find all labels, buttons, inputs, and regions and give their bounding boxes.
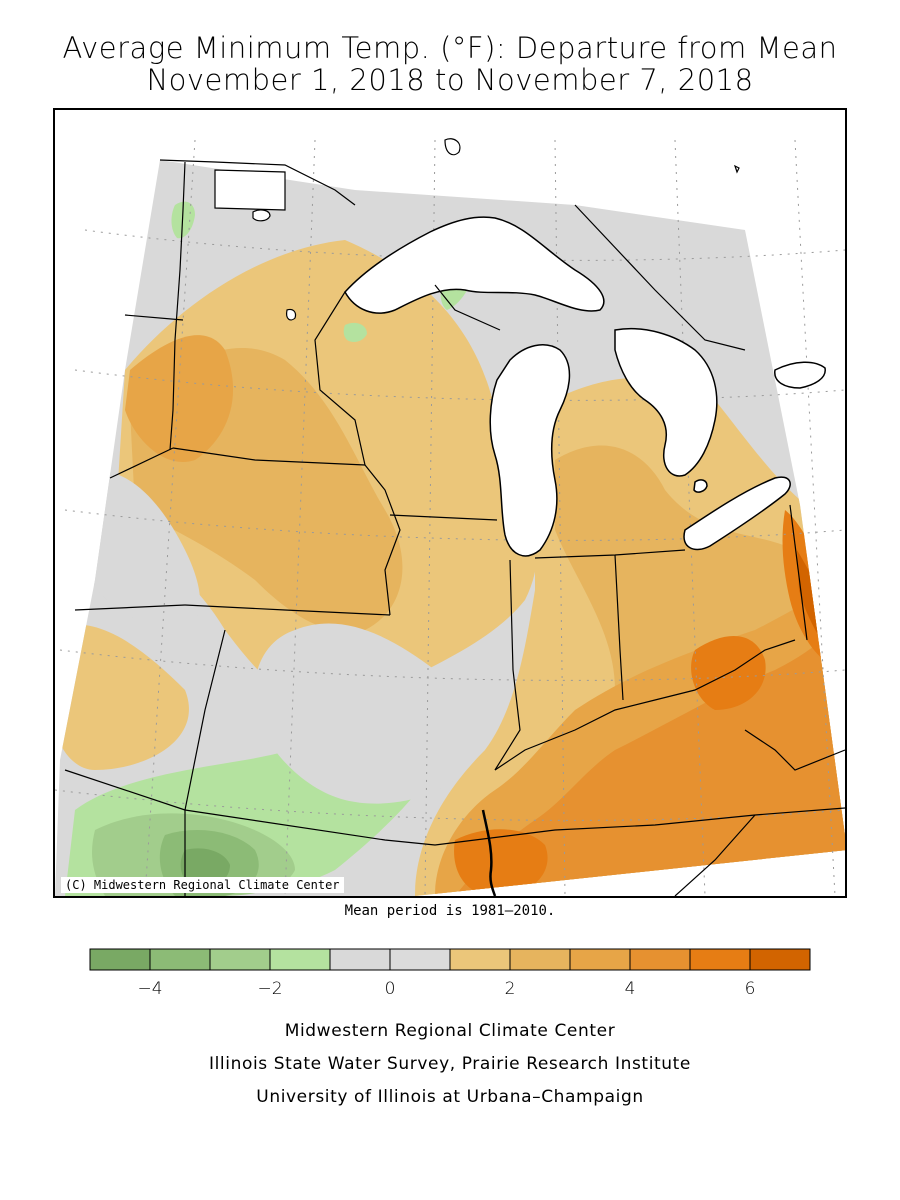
credit-university: University of Illinois at Urbana–Champai… <box>256 1087 644 1107</box>
credit-survey: Illinois State Water Survey, Prairie Res… <box>209 1054 691 1074</box>
warm-zone-3-4-northwest <box>125 335 234 462</box>
legend-swatch <box>749 948 811 971</box>
map-frame: (C) Midwestern Regional Climate Center <box>53 108 847 898</box>
legend-swatch <box>689 948 751 971</box>
legend-tick-label: −4 <box>137 979 162 999</box>
legend-swatch <box>509 948 571 971</box>
northern-lakes <box>214 138 740 321</box>
lake-st-clair <box>693 479 708 493</box>
legend-swatch <box>389 948 451 971</box>
legend-swatch <box>329 948 391 971</box>
legend-swatch <box>149 948 211 971</box>
warm-zone-1-2-southwest <box>55 624 189 770</box>
map-date-range: November 1, 2018 to November 7, 2018 <box>146 63 754 97</box>
great-lakes <box>344 216 826 557</box>
mean-period-note: Mean period is 1981–2010. <box>344 903 556 919</box>
legend-swatch <box>209 948 271 971</box>
copyright-notice: (C) Midwestern Regional Climate Center <box>61 877 344 893</box>
cool-zone-wi <box>343 322 367 342</box>
legend-swatch <box>89 948 151 971</box>
mississippi-river <box>481 809 497 896</box>
lake-superior <box>344 216 605 314</box>
legend-tick-label: 4 <box>625 979 636 999</box>
legend-swatch <box>569 948 631 971</box>
neutral-zone-west <box>90 470 200 630</box>
legend-tick-label: 2 <box>505 979 516 999</box>
legend-swatch <box>269 948 331 971</box>
lake-ontario <box>774 361 826 389</box>
credit-organization: Midwestern Regional Climate Center <box>284 1021 616 1041</box>
lake-erie <box>683 476 791 551</box>
graticule <box>55 139 845 896</box>
lake-huron <box>614 327 718 477</box>
departure-map <box>55 138 845 896</box>
legend-tick-label: 0 <box>385 979 396 999</box>
color-legend: −4 −2 0 2 4 6 <box>89 948 811 1004</box>
state-borders <box>64 161 845 896</box>
legend-bar: −4 −2 0 2 4 6 <box>89 948 811 999</box>
legend-swatch <box>449 948 511 971</box>
neutral-zone-center <box>254 623 483 804</box>
legend-tick-label: 6 <box>745 979 756 999</box>
canada-border <box>159 159 746 351</box>
map-title: Average Minimum Temp. (°F): Departure fr… <box>62 31 838 65</box>
lake-michigan <box>489 344 571 557</box>
legend-swatch <box>629 948 691 971</box>
warm-zone-5-6-tennessee <box>454 829 548 896</box>
legend-tick-label: −2 <box>257 979 282 999</box>
